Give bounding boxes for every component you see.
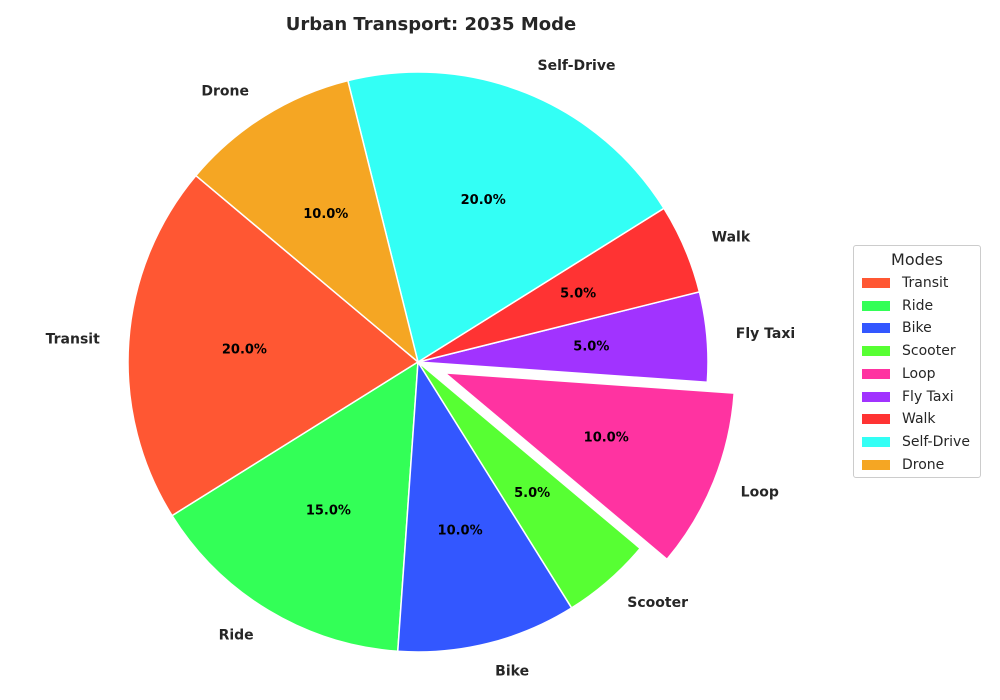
pct-label-self-drive: 20.0% bbox=[461, 193, 506, 208]
pie-slice-self-drive bbox=[346, 71, 665, 364]
legend-label: Loop bbox=[902, 365, 936, 382]
slice-label-scooter: Scooter bbox=[627, 595, 688, 611]
legend-label: Fly Taxi bbox=[902, 388, 954, 405]
legend-item-ride: Ride bbox=[862, 296, 933, 316]
legend-swatch bbox=[862, 414, 890, 425]
legend-label: Scooter bbox=[902, 343, 956, 360]
pct-label-transit: 20.0% bbox=[222, 342, 267, 357]
legend-label: Transit bbox=[902, 275, 949, 291]
legend-label: Self-Drive bbox=[902, 433, 970, 450]
legend-swatch bbox=[862, 459, 890, 470]
slice-label-fly-taxi: Fly Taxi bbox=[736, 326, 795, 342]
pie-slice-ride bbox=[171, 360, 419, 653]
slice-label-loop: Loop bbox=[741, 484, 779, 500]
legend-item-bike: Bike bbox=[862, 318, 932, 338]
legend-label: Bike bbox=[902, 320, 932, 337]
chart-title: Urban Transport: 2035 Mode bbox=[285, 14, 577, 35]
pct-label-scooter: 5.0% bbox=[514, 486, 550, 501]
slice-label-self-drive: Self-Drive bbox=[537, 58, 615, 74]
slice-label-ride: Ride bbox=[219, 627, 254, 643]
pct-label-bike: 10.0% bbox=[438, 523, 483, 538]
legend-swatch bbox=[862, 368, 890, 379]
pct-label-ride: 15.0% bbox=[306, 504, 351, 519]
pct-label-fly-taxi: 5.0% bbox=[573, 339, 609, 354]
legend-swatch bbox=[862, 300, 890, 311]
slice-label-drone: Drone bbox=[201, 83, 249, 99]
legend-item-walk: Walk bbox=[862, 409, 936, 429]
legend-label: Drone bbox=[902, 456, 945, 473]
legend-swatch bbox=[862, 346, 890, 357]
legend-item-drone: Drone bbox=[862, 455, 944, 475]
legend: Modes Transit Ride Bike Scooter Loop Fly Taxi… bbox=[853, 245, 981, 478]
pct-label-loop: 10.0% bbox=[584, 431, 629, 446]
legend-label: Ride bbox=[902, 297, 934, 314]
legend-title: Modes bbox=[891, 250, 943, 269]
legend-swatch bbox=[862, 436, 890, 447]
legend-item-transit: Transit bbox=[862, 273, 948, 293]
pie-slice-transit bbox=[127, 174, 420, 517]
legend-swatch bbox=[862, 323, 890, 334]
legend-item-self-drive: Self-Drive bbox=[862, 432, 970, 452]
pie-slice-loop bbox=[442, 371, 735, 561]
slice-label-walk: Walk bbox=[712, 229, 751, 245]
legend-item-fly-taxi: Fly Taxi bbox=[862, 387, 954, 407]
legend-swatch bbox=[862, 391, 890, 402]
slice-label-transit: Transit bbox=[46, 332, 100, 348]
pie-slice-bike bbox=[396, 359, 573, 653]
pct-label-walk: 5.0% bbox=[560, 287, 596, 302]
slice-label-bike: Bike bbox=[495, 664, 529, 680]
legend-item-scooter: Scooter bbox=[862, 341, 956, 361]
legend-label: Walk bbox=[902, 411, 936, 428]
legend-swatch bbox=[862, 278, 890, 288]
pie-slice-drone bbox=[194, 79, 420, 365]
pie-slice-scooter bbox=[417, 361, 642, 609]
legend-item-loop: Loop bbox=[862, 364, 936, 384]
pct-label-drone: 10.0% bbox=[303, 207, 348, 222]
